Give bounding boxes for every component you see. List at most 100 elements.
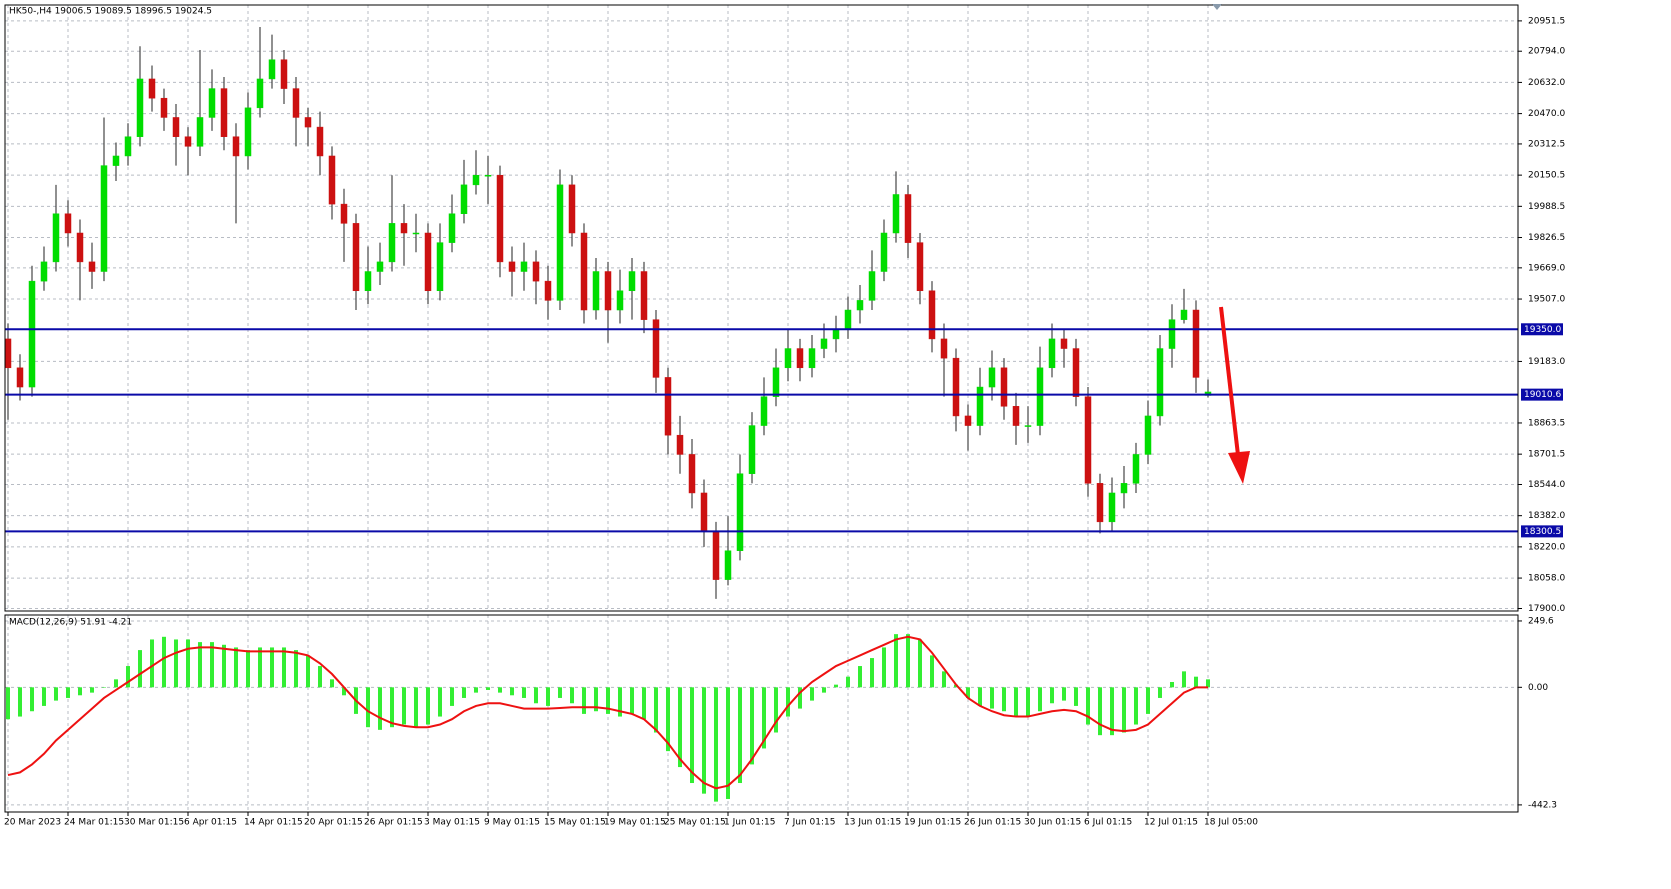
candle-body: [460, 184, 468, 214]
macd-bar: [210, 642, 214, 688]
annotation-arrow: [1219, 306, 1250, 484]
macd-bar: [222, 644, 226, 688]
macd-bar: [1194, 676, 1198, 688]
candle-body: [544, 280, 552, 301]
y-tick-label: 0.00: [1528, 683, 1548, 693]
macd-bar: [942, 671, 946, 688]
candle-body: [688, 454, 696, 494]
macd-bar: [78, 687, 82, 696]
macd-bar: [1074, 687, 1078, 706]
candle-body: [268, 59, 276, 80]
macd-bar: [990, 687, 994, 709]
macd-bar: [18, 687, 22, 717]
macd-bar: [966, 687, 970, 698]
macd-bar: [378, 687, 382, 730]
macd-bar: [462, 687, 466, 698]
arrow-shaft: [1219, 306, 1240, 456]
candle-body: [1108, 492, 1116, 523]
macd-bar: [486, 687, 490, 690]
macd-bar: [342, 687, 346, 696]
x-tick-label: 30 Jun 01:15: [1024, 818, 1081, 828]
macd-bar: [1134, 687, 1138, 725]
macd-bar: [1170, 681, 1174, 688]
candle-body: [796, 348, 804, 369]
candle-body: [136, 78, 144, 137]
candle-body: [940, 338, 948, 359]
macd-bar: [258, 647, 262, 688]
macd-bar: [846, 676, 850, 688]
candle-body: [304, 117, 312, 128]
candle-body: [292, 88, 300, 118]
candle-body: [4, 338, 12, 369]
candle-body: [892, 194, 900, 234]
candle-body: [184, 136, 192, 147]
candle-body: [208, 88, 216, 118]
y-tick-label: 18220.0: [1528, 542, 1565, 552]
x-tick-label: 26 Apr 01:15: [364, 818, 423, 828]
candle-body: [904, 194, 912, 243]
arrow-head: [1228, 451, 1250, 484]
macd-bar: [618, 687, 622, 717]
macd-bar: [438, 687, 442, 717]
macd-bar: [306, 655, 310, 688]
x-tick-label: 26 Jun 01:15: [964, 818, 1021, 828]
macd-bar: [894, 634, 898, 688]
candle-body: [196, 117, 204, 147]
y-tick-label: 19183.0: [1528, 357, 1565, 367]
x-tick-label: 20 Apr 01:15: [304, 818, 363, 828]
macd-bar: [606, 687, 610, 714]
macd-bar: [522, 687, 526, 698]
y-tick-label: 19988.5: [1528, 202, 1565, 212]
candle-body: [256, 78, 264, 109]
level-label: 19350.0: [1524, 325, 1561, 335]
macd-bar: [978, 687, 982, 706]
y-tick-label: 18863.5: [1528, 418, 1565, 428]
candle-body: [712, 531, 720, 580]
candle-body: [556, 184, 564, 301]
candle-body: [148, 78, 156, 99]
x-tick-label: 1 Jun 01:15: [724, 818, 775, 828]
x-tick-label: 9 May 01:15: [484, 818, 540, 828]
macd-bar: [318, 666, 322, 688]
candle-body: [328, 155, 336, 205]
candle-body: [172, 117, 180, 137]
macd-bar: [474, 687, 478, 693]
macd-bar: [294, 650, 298, 688]
candle-body: [352, 223, 360, 292]
candle-body: [1024, 425, 1032, 427]
macd-bar: [150, 639, 154, 688]
candle-body: [88, 261, 96, 272]
macd-bar: [330, 679, 334, 688]
candle-body: [160, 97, 168, 118]
candle-body: [616, 290, 624, 311]
macd-bar: [6, 687, 10, 720]
macd-bar: [162, 636, 166, 688]
macd-bar: [282, 647, 286, 688]
macd-bar: [750, 687, 754, 765]
macd-bar: [798, 687, 802, 709]
candle-body: [1192, 309, 1200, 378]
macd-bar: [678, 687, 682, 768]
macd-bar: [234, 647, 238, 688]
macd-bar: [630, 687, 634, 714]
candle-body: [928, 290, 936, 340]
candle-body: [1012, 406, 1020, 426]
x-tick-label: 20 Mar 2023: [4, 818, 61, 828]
macd-bar: [102, 687, 106, 688]
macd-bar: [786, 687, 790, 717]
candle-body: [640, 271, 648, 320]
y-tick-label: 18701.5: [1528, 450, 1565, 460]
candle-body: [1048, 338, 1056, 369]
macd-bar: [1158, 687, 1162, 698]
macd-bar: [762, 687, 766, 749]
macd-bar: [666, 687, 670, 752]
candle-body: [244, 107, 252, 157]
macd-panel-frame: [4, 614, 1519, 813]
macd-bar: [642, 687, 646, 720]
candle-body: [760, 396, 768, 426]
macd-bar: [450, 687, 454, 706]
macd-bar: [882, 647, 886, 688]
signal-line: [7, 635, 1208, 790]
macd-bar: [690, 687, 694, 784]
